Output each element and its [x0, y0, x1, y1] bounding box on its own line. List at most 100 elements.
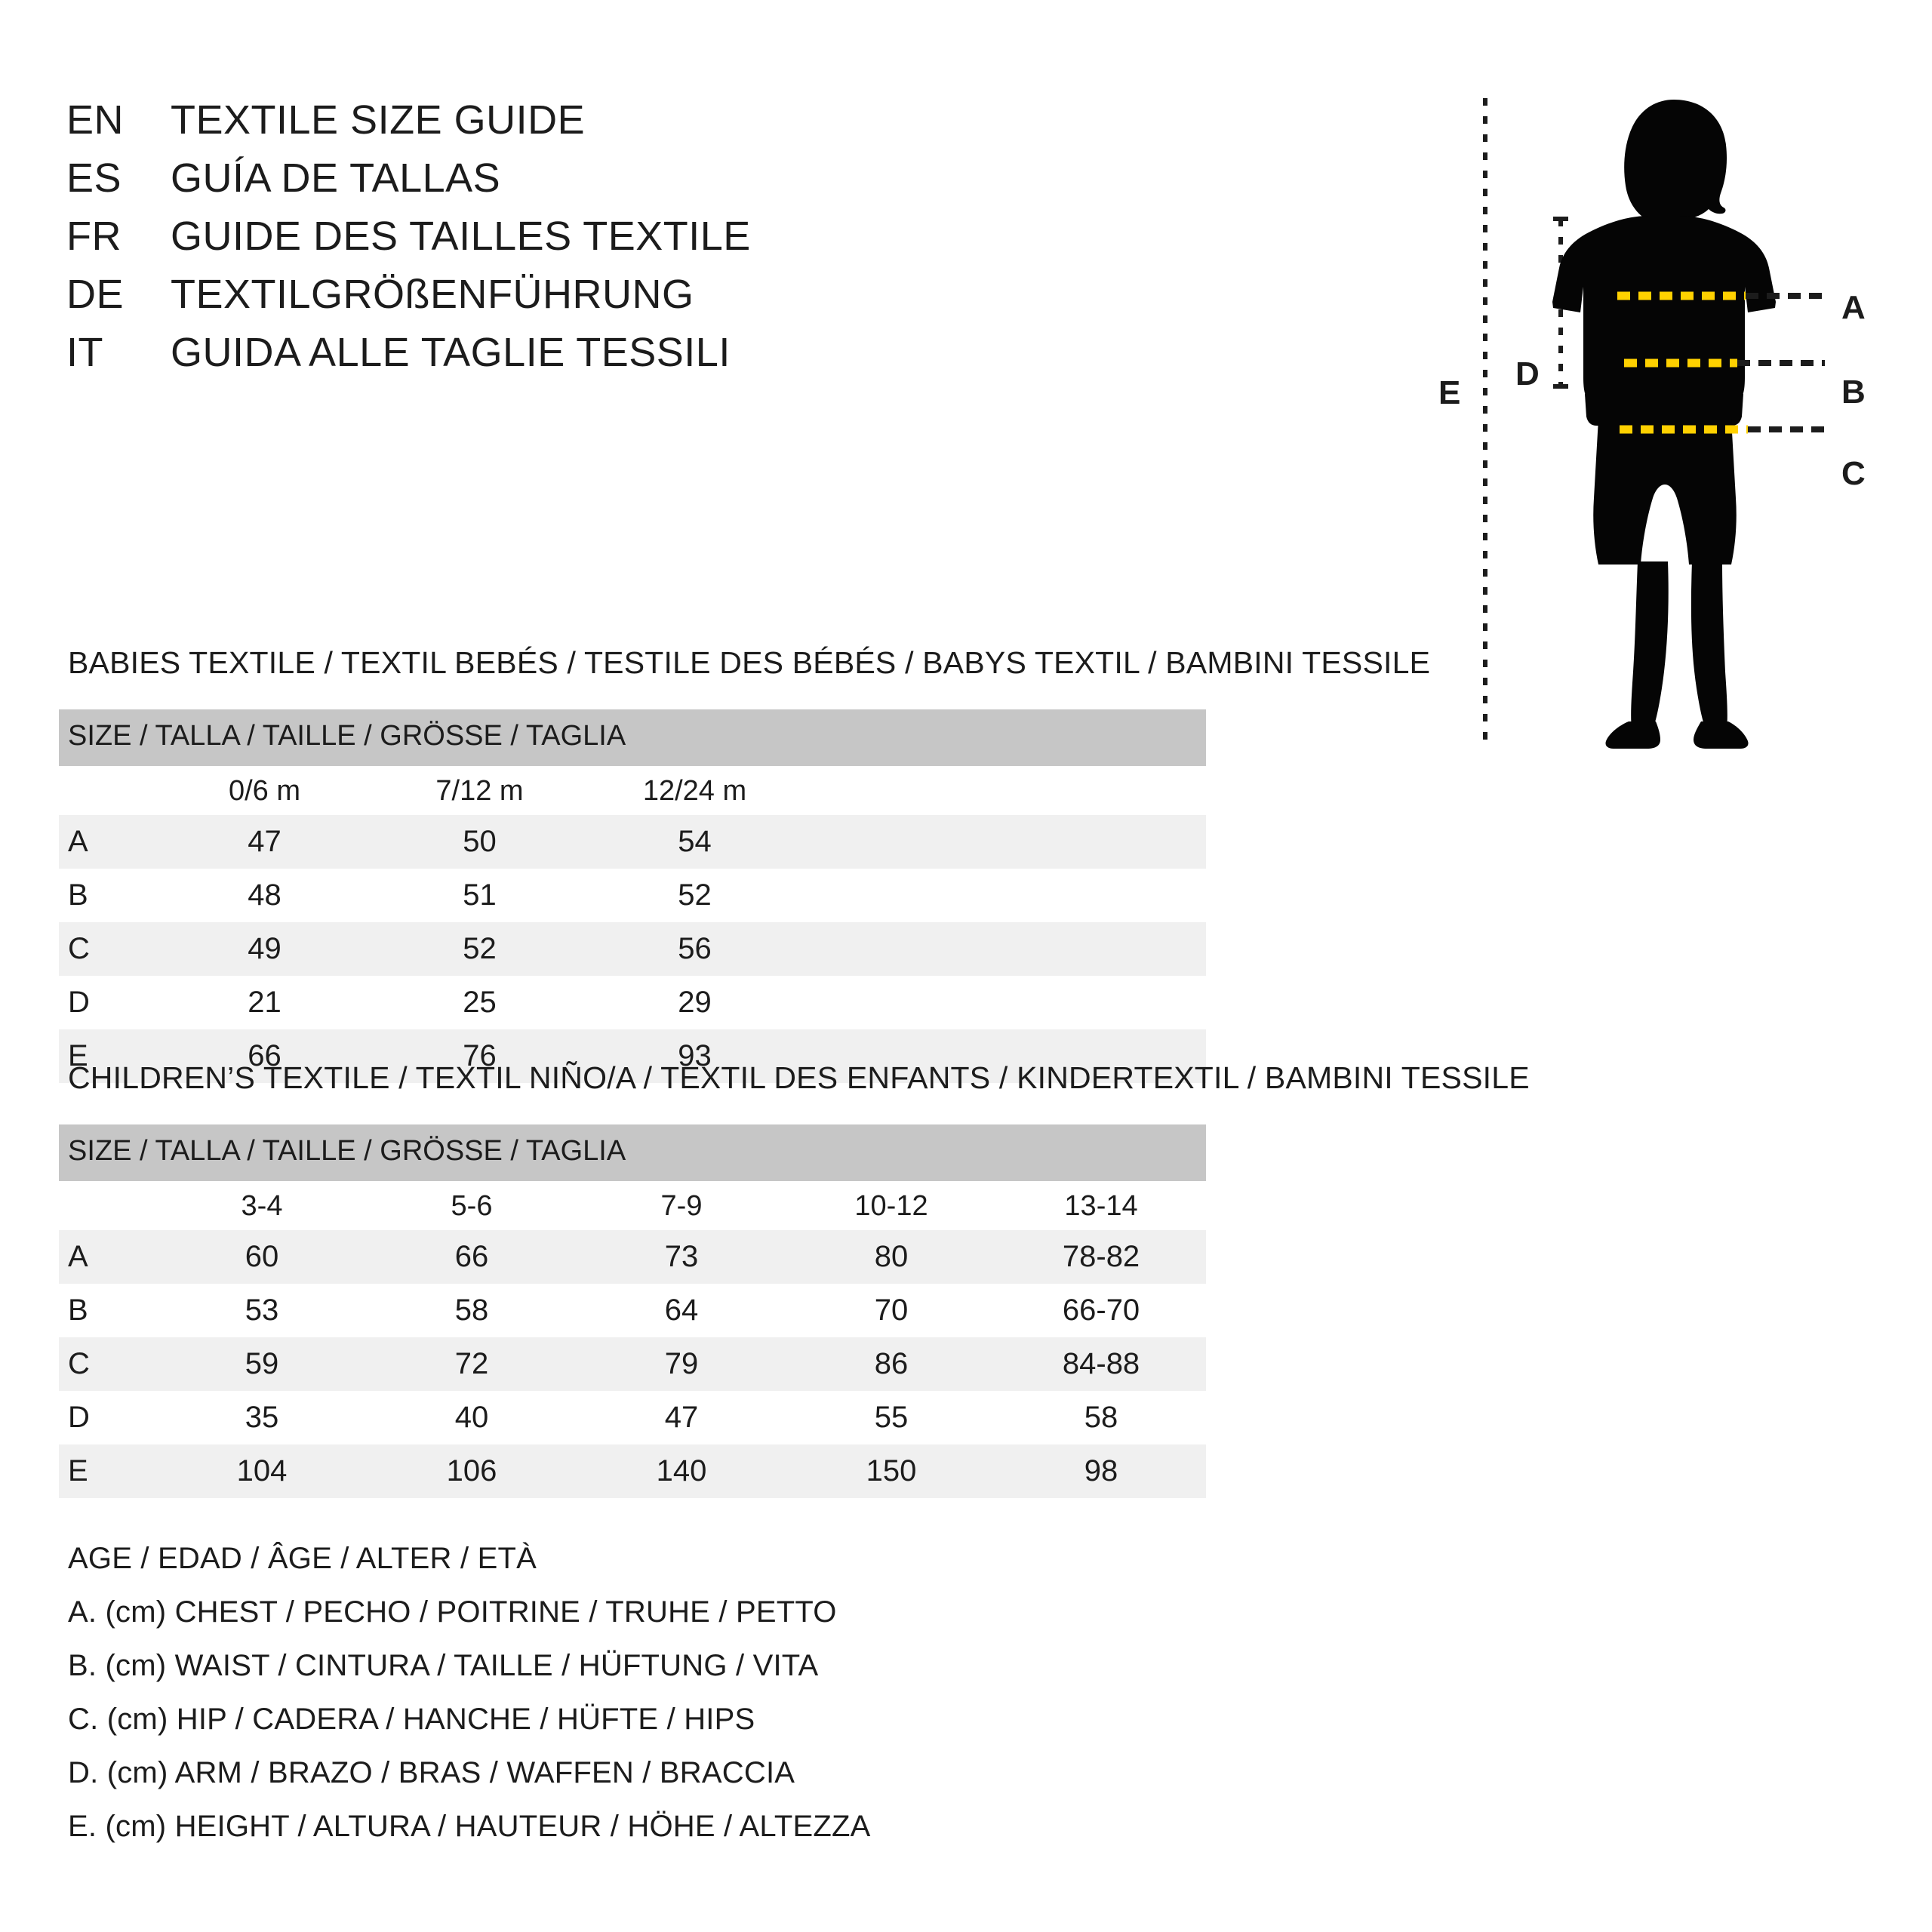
- children-column-header: 5-6: [367, 1181, 577, 1230]
- children-cell: 98: [996, 1444, 1207, 1498]
- children-row-label: E: [59, 1444, 157, 1498]
- babies-cell: 54: [587, 815, 802, 869]
- legend-entry-d: D. (cm) ARM / BRAZO / BRAS / WAFFEN / BR…: [68, 1756, 795, 1789]
- babies-cell: 52: [587, 869, 802, 922]
- children-size-table: SIZE / TALLA / TAILLE / GRÖSSE / TAGLIA …: [59, 1124, 1207, 1498]
- babies-cell: 50: [372, 815, 587, 869]
- children-cell: 104: [157, 1444, 367, 1498]
- language-title-it: GUIDA ALLE TAGLIE TESSILI: [171, 330, 731, 375]
- children-column-header: 13-14: [996, 1181, 1207, 1230]
- children-cell: 70: [786, 1284, 996, 1337]
- babies-header-label: SIZE / TALLA / TAILLE / GRÖSSE / TAGLIA: [59, 709, 1207, 766]
- babies-cell: 66: [157, 1029, 372, 1083]
- legend-entry-c: C. (cm) HIP / CADERA / HANCHE / HÜFTE / …: [68, 1703, 755, 1736]
- child-measurement-figure: [1396, 75, 1924, 755]
- table-row: B 48 51 52: [59, 869, 1207, 922]
- language-title-block: EN TEXTILE SIZE GUIDE ES GUÍA DE TALLAS …: [66, 97, 1123, 387]
- children-cell: 66-70: [996, 1284, 1207, 1337]
- babies-column-header: 12/24 m: [587, 766, 802, 815]
- children-column-header: 3-4: [157, 1181, 367, 1230]
- babies-cell: 51: [372, 869, 587, 922]
- babies-table-header-bar: SIZE / TALLA / TAILLE / GRÖSSE / TAGLIA: [59, 709, 1207, 766]
- figure-label-b: B: [1841, 374, 1866, 411]
- legend-entry-b: B. (cm) WAIST / CINTURA / TAILLE / HÜFTU…: [68, 1649, 819, 1682]
- babies-row-label: C: [59, 922, 157, 976]
- language-title-de: TEXTILGRÖßENFÜHRUNG: [171, 272, 694, 317]
- babies-column-header-row: 0/6 m 7/12 m 12/24 m: [59, 766, 1207, 815]
- babies-size-table: SIZE / TALLA / TAILLE / GRÖSSE / TAGLIA …: [59, 709, 1207, 1083]
- children-cell: 86: [786, 1337, 996, 1391]
- children-row-label: A: [59, 1230, 157, 1284]
- children-cell: 60: [157, 1230, 367, 1284]
- language-code-it: IT: [66, 330, 103, 375]
- children-cell: 35: [157, 1391, 367, 1444]
- babies-section-title: BABIES TEXTILE / TEXTIL BEBÉS / TESTILE …: [68, 645, 1431, 680]
- children-cell: 106: [367, 1444, 577, 1498]
- child-silhouette: [1552, 100, 1776, 749]
- legend-entry-e: E. (cm) HEIGHT / ALTURA / HAUTEUR / HÖHE…: [68, 1810, 871, 1843]
- children-row-label: B: [59, 1284, 157, 1337]
- children-column-header: 10-12: [786, 1181, 996, 1230]
- children-cell: 78-82: [996, 1230, 1207, 1284]
- figure-label-e: E: [1438, 374, 1461, 411]
- children-cell: 47: [577, 1391, 786, 1444]
- babies-cell: 48: [157, 869, 372, 922]
- babies-cell: 76: [372, 1029, 587, 1083]
- children-cell: 59: [157, 1337, 367, 1391]
- language-code-es: ES: [66, 155, 122, 201]
- language-title-es: GUÍA DE TALLAS: [171, 155, 501, 201]
- children-cell: 72: [367, 1337, 577, 1391]
- babies-row-label: A: [59, 815, 157, 869]
- table-row: E 104 106 140 150 98: [59, 1444, 1207, 1498]
- table-row: B 53 58 64 70 66-70: [59, 1284, 1207, 1337]
- babies-cell: 25: [372, 976, 587, 1029]
- children-cell: 150: [786, 1444, 996, 1498]
- language-row-it: IT GUIDA ALLE TAGLIE TESSILI: [66, 329, 1123, 387]
- children-cell: 64: [577, 1284, 786, 1337]
- children-cell: 140: [577, 1444, 786, 1498]
- language-row-en: EN TEXTILE SIZE GUIDE: [66, 97, 1123, 155]
- children-cell: 73: [577, 1230, 786, 1284]
- language-row-de: DE TEXTILGRÖßENFÜHRUNG: [66, 271, 1123, 329]
- babies-cell: 52: [372, 922, 587, 976]
- babies-filler-cell: [802, 922, 1207, 976]
- figure-label-d: D: [1515, 355, 1540, 392]
- babies-cell: 49: [157, 922, 372, 976]
- babies-row-label: E: [59, 1029, 157, 1083]
- babies-filler-cell: [802, 766, 1207, 815]
- figure-label-a: A: [1841, 289, 1866, 326]
- babies-filler-cell: [802, 1029, 1207, 1083]
- babies-corner-cell: [59, 766, 157, 815]
- children-cell: 80: [786, 1230, 996, 1284]
- language-code-en: EN: [66, 97, 125, 143]
- language-code-fr: FR: [66, 214, 122, 259]
- children-table-header-bar: SIZE / TALLA / TAILLE / GRÖSSE / TAGLIA: [59, 1124, 1207, 1181]
- measurement-legend: AGE / EDAD / ÂGE / ALTER / ETÀ A. (cm) C…: [68, 1532, 1200, 1854]
- babies-cell: 56: [587, 922, 802, 976]
- children-column-header: 7-9: [577, 1181, 786, 1230]
- table-row: D 35 40 47 55 58: [59, 1391, 1207, 1444]
- children-cell: 58: [996, 1391, 1207, 1444]
- language-title-fr: GUIDE DES TAILLES TEXTILE: [171, 214, 751, 259]
- children-row-label: D: [59, 1391, 157, 1444]
- children-cell: 79: [577, 1337, 786, 1391]
- language-row-fr: FR GUIDE DES TAILLES TEXTILE: [66, 213, 1123, 271]
- children-section-title: CHILDREN’S TEXTILE / TEXTIL NIÑO/A / TEX…: [68, 1060, 1530, 1095]
- language-row-es: ES GUÍA DE TALLAS: [66, 155, 1123, 213]
- babies-cell: 21: [157, 976, 372, 1029]
- legend-heading: AGE / EDAD / ÂGE / ALTER / ETÀ: [68, 1542, 537, 1575]
- table-row: E 66 76 93: [59, 1029, 1207, 1083]
- babies-cell: 47: [157, 815, 372, 869]
- babies-row-label: D: [59, 976, 157, 1029]
- children-cell: 58: [367, 1284, 577, 1337]
- babies-cell: 29: [587, 976, 802, 1029]
- children-cell: 40: [367, 1391, 577, 1444]
- babies-column-header: 0/6 m: [157, 766, 372, 815]
- children-row-label: C: [59, 1337, 157, 1391]
- table-row: A 60 66 73 80 78-82: [59, 1230, 1207, 1284]
- language-title-en: TEXTILE SIZE GUIDE: [171, 97, 586, 143]
- language-code-de: DE: [66, 272, 125, 317]
- children-corner-cell: [59, 1181, 157, 1230]
- babies-column-header: 7/12 m: [372, 766, 587, 815]
- table-row: C 49 52 56: [59, 922, 1207, 976]
